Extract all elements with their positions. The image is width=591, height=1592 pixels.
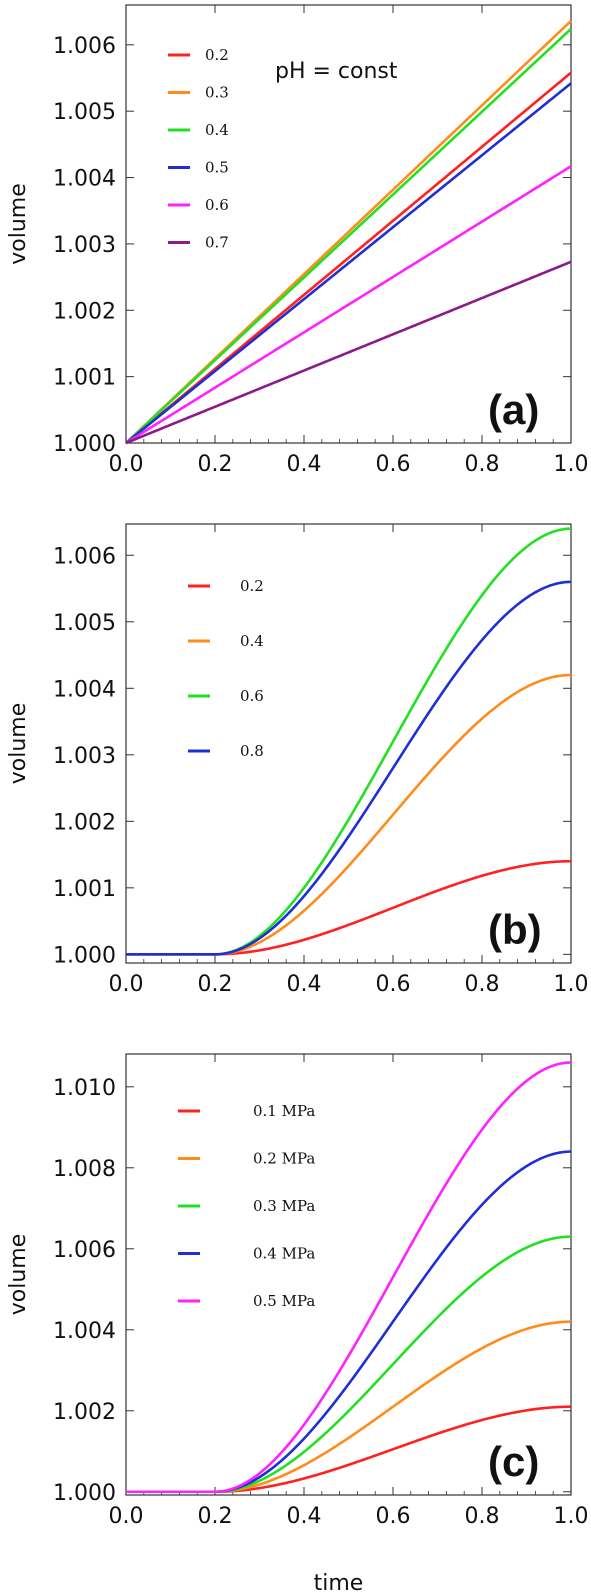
y-axis-title: volume (6, 703, 31, 785)
series-line-0.4 (125, 27, 572, 444)
x-tick-label: 1.0 (554, 452, 589, 477)
x-tick-label: 0.2 (198, 452, 233, 477)
y-tick-label: 1.000 (53, 432, 116, 457)
x-tick-label: 0.0 (109, 972, 144, 997)
legend-label: 0.3 MPa (253, 1197, 315, 1215)
y-tick-label: 1.005 (53, 611, 116, 636)
series-line-0.5-MPa (126, 1061, 572, 1494)
plot-frame (125, 523, 572, 964)
annotation-text: pH = const (275, 59, 398, 84)
y-tick-label: 1.002 (53, 1400, 116, 1425)
legend-label: 0.5 MPa (253, 1292, 315, 1310)
y-tick-label: 1.003 (53, 744, 116, 769)
series-line-0.5 (125, 82, 572, 445)
y-axis-title: volume (6, 1234, 31, 1316)
plot-frame (125, 4, 572, 444)
series-line-0.7 (125, 260, 572, 445)
legend-label: 0.2 (240, 577, 264, 595)
x-tick-label: 0.2 (198, 972, 233, 997)
x-axis-title: time (314, 1571, 364, 1592)
legend-label: 0.5 (205, 159, 229, 177)
series-line-0.2 (125, 71, 572, 444)
y-tick-label: 1.000 (53, 943, 116, 968)
legend-label: 0.3 (205, 84, 229, 102)
y-tick-label: 1.002 (53, 299, 116, 324)
legend-label: 0.8 (240, 742, 264, 760)
x-tick-label: 0.0 (109, 452, 144, 477)
panel-label: (c) (488, 1438, 539, 1485)
y-tick-label: 1.002 (53, 810, 116, 835)
x-tick-label: 0.6 (376, 452, 411, 477)
panel-label: (b) (488, 906, 542, 953)
legend-label: 0.4 MPa (253, 1245, 315, 1263)
legend-label: 0.6 (240, 687, 264, 705)
x-tick-label: 0.8 (465, 972, 500, 997)
x-tick-label: 0.6 (376, 972, 411, 997)
x-tick-label: 0.2 (198, 1504, 233, 1529)
series-line-0.6 (126, 527, 572, 956)
legend-label: 0.2 (205, 46, 229, 64)
y-tick-label: 1.010 (53, 1076, 116, 1101)
y-tick-label: 1.000 (53, 1481, 116, 1506)
legend-label: 0.6 (205, 196, 229, 214)
x-tick-label: 1.0 (554, 972, 589, 997)
x-tick-label: 0.4 (287, 452, 322, 477)
x-tick-label: 0.6 (376, 1504, 411, 1529)
y-tick-label: 1.006 (53, 544, 116, 569)
series-line-0.6 (125, 165, 572, 445)
x-tick-label: 0.4 (287, 972, 322, 997)
y-tick-label: 1.004 (53, 167, 116, 192)
y-tick-label: 1.005 (53, 100, 116, 125)
x-tick-label: 0.4 (287, 1504, 322, 1529)
legend-label: 0.4 (240, 632, 264, 650)
x-tick-label: 1.0 (554, 1504, 589, 1529)
series-line-0.8 (126, 580, 572, 956)
x-tick-label: 0.8 (465, 1504, 500, 1529)
legend-label: 0.1 MPa (253, 1102, 315, 1120)
legend-label: 0.2 MPa (253, 1150, 315, 1168)
panel-label: (a) (488, 386, 539, 433)
y-tick-label: 1.001 (53, 877, 116, 902)
x-tick-label: 0.0 (109, 1504, 144, 1529)
y-tick-label: 1.006 (53, 34, 116, 59)
x-tick-label: 0.8 (465, 452, 500, 477)
y-tick-label: 1.001 (53, 366, 116, 391)
y-tick-label: 1.008 (53, 1157, 116, 1182)
y-tick-label: 1.004 (53, 677, 116, 702)
plot-frame (125, 1053, 572, 1496)
y-tick-label: 1.004 (53, 1319, 116, 1344)
y-axis-title: volume (6, 183, 31, 265)
legend-label: 0.4 (205, 121, 229, 139)
y-tick-label: 1.006 (53, 1238, 116, 1263)
legend-label: 0.7 (205, 234, 229, 252)
y-tick-label: 1.003 (53, 233, 116, 258)
